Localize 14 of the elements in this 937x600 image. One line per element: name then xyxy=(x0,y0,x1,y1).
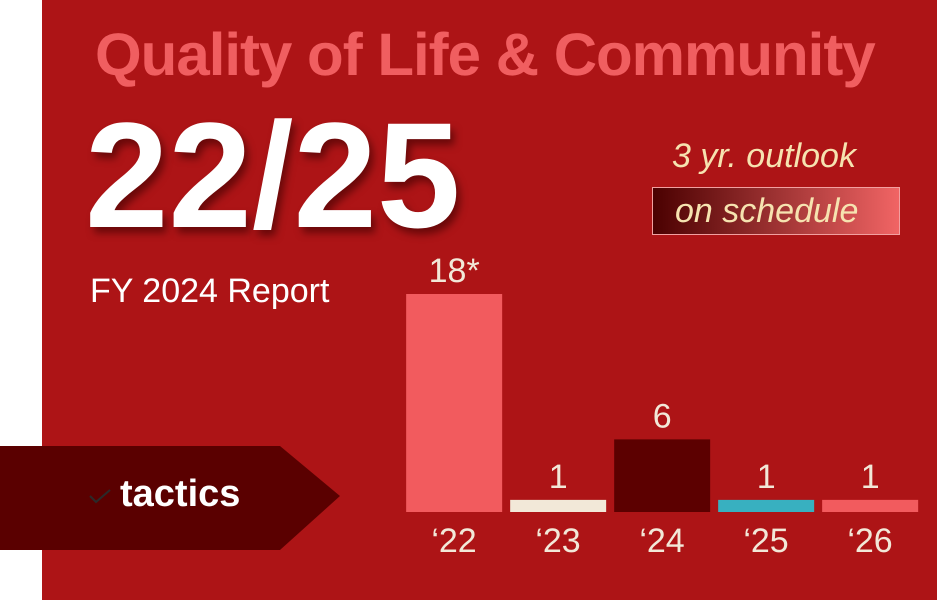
data-label: 6 xyxy=(652,397,672,436)
data-label: 1 xyxy=(548,458,568,496)
text: 3 yr. outlook xyxy=(672,137,856,176)
x-tick-label: ‘25 xyxy=(743,522,789,560)
text: on schedule xyxy=(675,192,858,231)
chart-title: Quality of Life & Community xyxy=(95,20,875,89)
x-tick-label: ‘26 xyxy=(847,522,893,560)
text: tactics xyxy=(120,473,240,516)
data-label: 1 xyxy=(860,458,880,496)
text: FY 2024 Report xyxy=(90,272,330,311)
x-tick-label: ‘24 xyxy=(639,522,685,560)
data-label: 1 xyxy=(756,458,776,496)
x-tick-label: ‘22 xyxy=(431,522,477,560)
x-tick-label: ‘23 xyxy=(535,522,581,560)
